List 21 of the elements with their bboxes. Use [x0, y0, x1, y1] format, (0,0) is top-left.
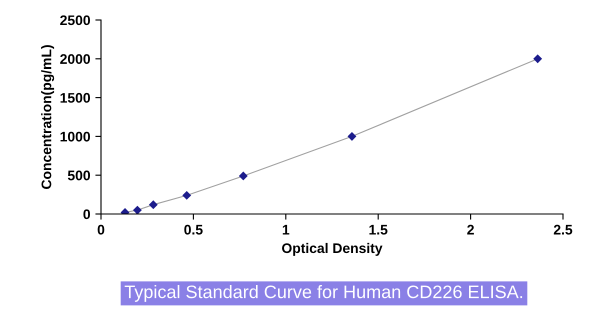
- point: [133, 206, 142, 214]
- point: [239, 172, 248, 180]
- y-tick-label: 500: [68, 170, 90, 180]
- x-tick-label: 1.5: [369, 224, 388, 235]
- y-tick-label: 1000: [60, 132, 90, 142]
- x-axis-title: Optical Density: [282, 242, 382, 256]
- x-tick-label: 0.5: [184, 224, 203, 235]
- y-tick-label: 1500: [60, 92, 90, 103]
- x-tick-label: 0: [98, 224, 104, 235]
- point: [534, 54, 542, 63]
- x-tick-label: 2: [467, 224, 474, 234]
- y-axis-title: Concentration(pg/mL): [41, 45, 54, 189]
- x-tick-label: 1: [282, 224, 290, 234]
- y-tick-label: 2000: [60, 54, 90, 64]
- y-tick-label: 0: [83, 209, 90, 220]
- text: Typical Standard Curve for Human CD226 ELISA.: [124, 284, 522, 302]
- x-tick-label: 2.5: [554, 224, 572, 235]
- point: [348, 132, 356, 141]
- point: [149, 200, 158, 209]
- y-tick-label: 2500: [60, 15, 90, 26]
- point: [182, 191, 191, 200]
